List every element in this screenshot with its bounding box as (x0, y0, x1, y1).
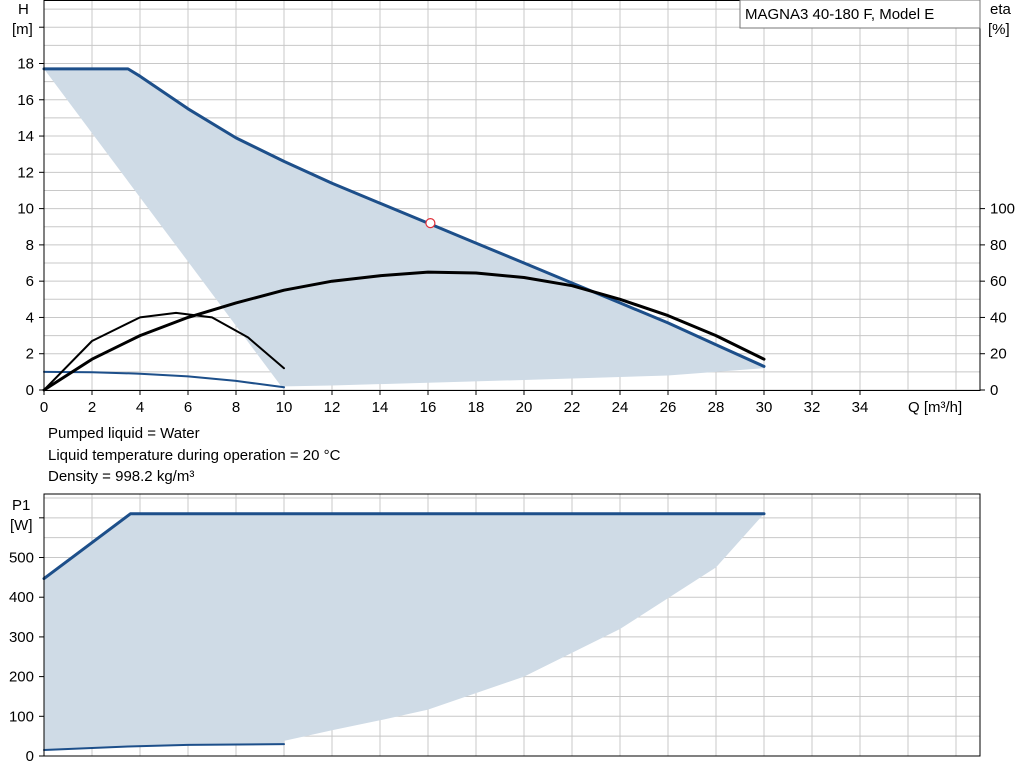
x-tick-label: 6 (184, 399, 192, 416)
efficiency-tick-label: 0 (990, 382, 998, 399)
note-pumped-liquid: Pumped liquid = Water (48, 425, 200, 442)
x-tick-label: 28 (708, 399, 725, 416)
efficiency-axis-ticks: 0 20 40 60 80 100 (980, 201, 1015, 399)
flow-axis-ticks: 0 2 4 6 8 10 12 14 16 18 20 22 24 26 28 30 32 34 (40, 390, 869, 416)
liquid-notes: Pumped liquid = Water Liquid temperature… (48, 425, 341, 485)
chart-title-box: MAGNA3 40-180 F, Model E (739, 0, 981, 29)
efficiency-tick-label: 80 (990, 237, 1007, 254)
power-axis-unit: [W] (10, 517, 33, 534)
x-tick-label: 10 (276, 399, 293, 416)
head-efficiency-plot: 0 2 4 6 8 10 12 14 16 18 20 22 24 26 28 30 32 34 02468101… (12, 0, 1015, 416)
duty-point-marker (425, 218, 436, 229)
power-tick-label: 100 (9, 708, 34, 725)
note-density: Density = 998.2 kg/m³ (48, 468, 194, 485)
x-tick-label: 26 (660, 399, 677, 416)
head-operating-area (44, 68, 764, 391)
head-plot-series (42, 67, 766, 392)
x-tick-label: 30 (756, 399, 773, 416)
x-tick-label: 16 (420, 399, 437, 416)
x-tick-label: 4 (136, 399, 144, 416)
efficiency-max-curve (42, 270, 766, 392)
power-min-curve (43, 743, 285, 751)
efficiency-tick-label: 20 (990, 346, 1007, 363)
head-tick-label: 12 (17, 164, 34, 181)
efficiency-min-curve (43, 311, 285, 391)
x-tick-label: 12 (324, 399, 341, 416)
x-tick-label: 2 (88, 399, 96, 416)
x-tick-label: 20 (516, 399, 533, 416)
power-axis-ticks: 0 100 200 300 400 500 (9, 517, 44, 765)
x-tick-label: 22 (564, 399, 581, 416)
head-axis-label: H (18, 1, 29, 18)
power-tick-label: 0 (26, 748, 34, 765)
power-tick-label: 500 (9, 550, 34, 567)
power-max-curve (42, 512, 766, 581)
power-tick-label: 200 (9, 669, 34, 686)
head-tick-label: 16 (17, 92, 34, 109)
efficiency-tick-label: 100 (990, 201, 1015, 218)
power-tick-label: 400 (9, 589, 34, 606)
head-axis-ticks: 0 2 4 6 8 10 12 14 16 18 (17, 26, 44, 399)
chart-title-frame (739, 0, 981, 29)
x-tick-label: 14 (372, 399, 389, 416)
head-tick-label: 18 (17, 55, 34, 72)
x-tick-label: 24 (612, 399, 629, 416)
flow-axis-label: Q [m³/h] (908, 399, 962, 416)
power-plot-frame (43, 493, 981, 757)
x-tick-label: 34 (852, 399, 869, 416)
x-tick-label: 8 (232, 399, 240, 416)
chart-title: MAGNA3 40-180 F, Model E (745, 6, 934, 23)
efficiency-tick-label: 60 (990, 273, 1007, 290)
head-tick-label: 0 (26, 382, 34, 399)
x-tick-label: 0 (40, 399, 48, 416)
power-tick-label: 300 (9, 629, 34, 646)
head-tick-label: 14 (17, 128, 34, 145)
efficiency-tick-label: 40 (990, 309, 1007, 326)
head-tick-label: 6 (26, 273, 34, 290)
head-tick-label: 4 (26, 309, 34, 326)
x-tick-label: 32 (804, 399, 821, 416)
x-tick-label: 18 (468, 399, 485, 416)
head-tick-label: 10 (17, 201, 34, 218)
head-plot-frame (43, 0, 981, 391)
head-axis-unit: [m] (12, 21, 33, 38)
head-tick-label: 8 (26, 237, 34, 254)
efficiency-axis-label: eta (990, 1, 1012, 18)
power-plot: 0 100 200 300 400 500 P1 [W] (9, 493, 981, 765)
head-min-curve (43, 370, 285, 389)
note-liquid-temperature: Liquid temperature during operation = 20… (48, 447, 341, 464)
power-plot-series (42, 512, 766, 751)
head-max-curve (42, 67, 766, 368)
head-tick-label: 2 (26, 346, 34, 363)
efficiency-axis-unit: [%] (988, 21, 1010, 38)
power-operating-area (44, 513, 764, 750)
power-axis-label: P1 (12, 497, 30, 514)
